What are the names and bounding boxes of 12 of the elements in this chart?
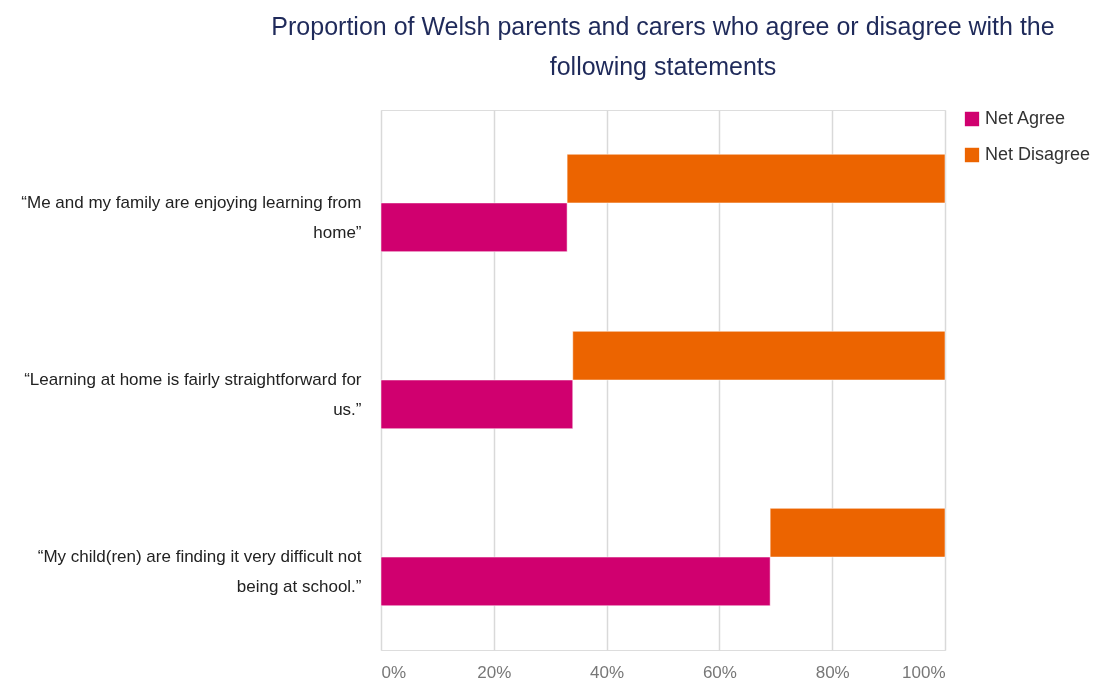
x-tick-label: 40% <box>590 662 625 682</box>
legend-label: Net Disagree <box>985 144 1091 164</box>
chart-title: Proportion of Welsh parents and carers who agree or disagree with the following statements <box>271 12 1055 80</box>
x-tick-label: 80% <box>815 662 850 682</box>
x-tick-label: 100% <box>902 662 946 682</box>
y-tick-label: “My child(ren) are finding it very difficult not being at school.” <box>37 547 362 597</box>
y-tick-label: “Me and my family are enjoying learning from home” <box>21 192 362 242</box>
legend-label: Net Agree <box>985 108 1066 128</box>
x-tick-label: 60% <box>702 662 737 682</box>
y-tick-label: “Learning at home is fairly straightforward for us.” <box>24 370 362 419</box>
x-tick-label: 20% <box>477 662 512 682</box>
x-tick-label: 0% <box>381 662 407 682</box>
